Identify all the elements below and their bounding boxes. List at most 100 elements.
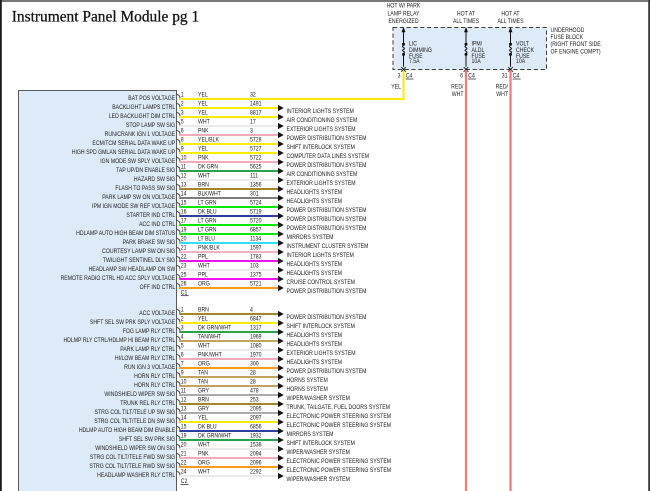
svg-text:10: 10 (181, 155, 187, 162)
svg-text:HEADLAMP WASHER RLY CTRL: HEADLAMP WASHER RLY CTRL (97, 472, 175, 479)
svg-text:FUSE: FUSE (409, 54, 423, 61)
svg-text:HOT W/ PARK: HOT W/ PARK (387, 3, 421, 10)
svg-text:ALDL: ALDL (472, 48, 485, 55)
svg-text:PNK/BLK: PNK/BLK (198, 245, 220, 252)
svg-text:WHT: WHT (198, 119, 210, 126)
svg-text:POWER DISTRIBUTION SYSTEM: POWER DISTRIBUTION SYSTEM (287, 208, 367, 215)
svg-text:GRY: GRY (198, 388, 209, 395)
svg-text:WHT: WHT (198, 469, 210, 476)
svg-text:20: 20 (181, 442, 187, 449)
svg-text:1: 1 (181, 92, 184, 99)
svg-text:ELECTRONIC POWER STEERING SYST: ELECTRONIC POWER STEERING SYSTEM (287, 468, 392, 475)
svg-text:DK BLU: DK BLU (198, 209, 217, 216)
svg-text:6847: 6847 (250, 316, 261, 323)
svg-text:DK GRN/WHT: DK GRN/WHT (198, 325, 232, 332)
svg-text:111: 111 (250, 173, 258, 180)
svg-text:28: 28 (250, 379, 256, 386)
svg-text:10A: 10A (516, 59, 525, 66)
svg-text:C4: C4 (406, 73, 413, 80)
svg-text:ECM/TCM SERIAL DATA WAKE UP: ECM/TCM SERIAL DATA WAKE UP (92, 140, 175, 147)
svg-text:BAT POS VOLTAGE: BAT POS VOLTAGE (128, 95, 175, 102)
svg-text:SHIFT INTERLOCK SYSTEM: SHIFT INTERLOCK SYSTEM (287, 145, 356, 152)
svg-text:STRG COL TILT/TELE DN SW SIG: STRG COL TILT/TELE DN SW SIG (94, 418, 175, 425)
svg-text:ORG: ORG (198, 460, 210, 467)
svg-text:22: 22 (181, 254, 187, 261)
svg-text:ACC IND CTRL: ACC IND CTRL (139, 221, 175, 228)
svg-text:ENERGIZED: ENERGIZED (388, 19, 418, 26)
svg-text:C2: C2 (181, 479, 188, 486)
svg-text:BRN: BRN (198, 307, 209, 314)
svg-text:TAP UP/DN ENABLE SIG: TAP UP/DN ENABLE SIG (116, 167, 176, 174)
svg-text:POWER DISTRIBUTION SYSTEM: POWER DISTRIBUTION SYSTEM (287, 226, 367, 233)
svg-text:FUSE: FUSE (472, 54, 486, 61)
svg-text:11: 11 (181, 164, 186, 171)
svg-text:PARK LAMP RLY CTRL: PARK LAMP RLY CTRL (120, 346, 175, 353)
svg-text:21: 21 (181, 245, 187, 252)
svg-text:HOT AT: HOT AT (501, 11, 520, 18)
svg-text:2097: 2097 (250, 415, 261, 422)
svg-text:HEADLIGHTS SYSTEM: HEADLIGHTS SYSTEM (287, 271, 343, 278)
svg-text:YEL: YEL (198, 316, 208, 323)
svg-text:WIPER/WASHER SYSTEM: WIPER/WASHER SYSTEM (287, 477, 351, 484)
svg-text:1134: 1134 (250, 236, 262, 243)
svg-text:HOT AT: HOT AT (457, 11, 476, 18)
svg-text:11: 11 (181, 388, 186, 395)
svg-text:1375: 1375 (250, 272, 261, 279)
svg-text:DK GRN: DK GRN (198, 164, 218, 171)
svg-text:9: 9 (181, 370, 184, 377)
svg-text:5722: 5722 (250, 155, 261, 162)
svg-text:UNDERHOOD: UNDERHOOD (551, 27, 585, 34)
svg-text:2: 2 (181, 101, 184, 108)
svg-text:5728: 5728 (250, 137, 261, 144)
svg-text:COMPUTER DATA LINES SYSTEM: COMPUTER DATA LINES SYSTEM (287, 154, 370, 161)
svg-text:24: 24 (181, 469, 187, 476)
svg-text:WINDSHIELD WIPER SW SIG: WINDSHIELD WIPER SW SIG (104, 391, 175, 398)
svg-text:GRY: GRY (198, 406, 209, 413)
svg-text:LAMP RELAY: LAMP RELAY (388, 11, 420, 18)
svg-text:SHFT SEL SW PRK SPLY VOLTAGE: SHFT SEL SW PRK SPLY VOLTAGE (90, 319, 175, 326)
svg-text:3: 3 (181, 325, 184, 332)
svg-text:5719: 5719 (250, 209, 261, 216)
svg-text:STARTER IND CTRL: STARTER IND CTRL (126, 212, 175, 219)
svg-text:CRUISE CONTROL SYSTEM: CRUISE CONTROL SYSTEM (287, 280, 356, 287)
svg-text:RED/: RED/ (496, 84, 509, 91)
svg-text:WIPER/WASHER SYSTEM: WIPER/WASHER SYSTEM (287, 396, 351, 403)
svg-text:ELECTRONIC POWER STEERING SYST: ELECTRONIC POWER STEERING SYSTEM (287, 423, 392, 430)
svg-text:1: 1 (181, 307, 184, 314)
svg-text:3: 3 (181, 110, 184, 117)
svg-text:C1: C1 (181, 290, 188, 297)
svg-text:17: 17 (181, 218, 187, 225)
svg-text:TAN: TAN (198, 370, 208, 377)
svg-text:HEADLIGHTS SYSTEM: HEADLIGHTS SYSTEM (287, 262, 343, 269)
svg-text:HI/LOW BEAM RLY CTRL: HI/LOW BEAM RLY CTRL (115, 355, 175, 362)
svg-text:COURTESY LAMP SW ON SIG: COURTESY LAMP SW ON SIG (102, 248, 176, 255)
svg-text:23: 23 (181, 263, 187, 270)
svg-text:14: 14 (181, 415, 187, 422)
svg-text:10A: 10A (472, 59, 481, 66)
svg-text:ACC VOLTAGE: ACC VOLTAGE (139, 310, 175, 317)
svg-text:1597: 1597 (250, 245, 261, 252)
svg-text:EXTERIOR LIGHTS SYSTEM: EXTERIOR LIGHTS SYSTEM (287, 181, 356, 188)
svg-text:ELECTRONIC POWER STEERING SYST: ELECTRONIC POWER STEERING SYSTEM (287, 459, 392, 466)
svg-text:1783: 1783 (250, 254, 261, 261)
svg-text:1491: 1491 (250, 101, 261, 108)
svg-text:ALL TIMES: ALL TIMES (497, 19, 523, 26)
svg-text:253: 253 (250, 397, 259, 404)
svg-text:YEL: YEL (198, 146, 208, 153)
svg-text:WHT: WHT (198, 442, 210, 449)
svg-text:5: 5 (181, 343, 184, 350)
svg-text:INSTRUMENT CLUSTER SYSTEM: INSTRUMENT CLUSTER SYSTEM (287, 244, 369, 251)
svg-text:POWER DISTRIBUTION SYSTEM: POWER DISTRIBUTION SYSTEM (287, 289, 367, 296)
svg-text:POWER DISTRIBUTION SYSTEM: POWER DISTRIBUTION SYSTEM (287, 369, 367, 376)
svg-text:HDLMP AUTO HIGH BEAM DIM ENABL: HDLMP AUTO HIGH BEAM DIM ENABLE (79, 427, 176, 434)
svg-text:4: 4 (250, 307, 254, 314)
svg-text:LED BACKLIGHT DIM CTRL: LED BACKLIGHT DIM CTRL (109, 113, 175, 120)
svg-text:LIC: LIC (409, 41, 417, 48)
svg-text:HDLAMP AUTO HIGH BEAM DIM STAT: HDLAMP AUTO HIGH BEAM DIM STATUS (76, 230, 175, 237)
svg-text:POWER DISTRIBUTION SYSTEM: POWER DISTRIBUTION SYSTEM (287, 163, 367, 170)
svg-text:PPL: PPL (198, 272, 208, 279)
svg-text:HEADLAMP SW HEADLAMP ON SW: HEADLAMP SW HEADLAMP ON SW (89, 266, 176, 273)
svg-text:1538: 1538 (250, 442, 261, 449)
svg-text:WIPER/WASHER SYSTEM: WIPER/WASHER SYSTEM (287, 450, 351, 457)
svg-text:EXTERIOR LIGHTS SYSTEM: EXTERIOR LIGHTS SYSTEM (287, 127, 356, 134)
